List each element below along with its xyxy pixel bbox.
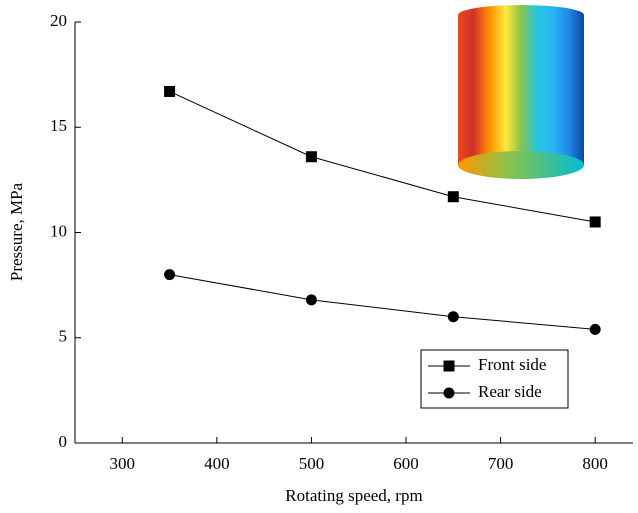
y-axis-label: Pressure, MPa — [7, 182, 26, 281]
inset-image — [458, 5, 584, 179]
marker — [448, 311, 459, 322]
marker — [306, 151, 317, 162]
marker — [306, 294, 317, 305]
x-tick-label: 600 — [393, 454, 419, 473]
x-tick-label: 300 — [110, 454, 136, 473]
x-tick-label: 400 — [204, 454, 230, 473]
chart: Rotating speed, rpm Pressure, MPa 0 5 10 15… — [0, 0, 638, 513]
y-tick-label: 10 — [50, 221, 67, 240]
y-tick-label: 15 — [50, 116, 67, 135]
y-tick-label: 5 — [59, 327, 68, 346]
marker — [164, 269, 175, 280]
x-tick-label: 500 — [299, 454, 325, 473]
series-line — [170, 275, 596, 330]
legend-label: Rear side — [478, 382, 542, 401]
marker — [590, 324, 601, 335]
legend-marker — [444, 388, 455, 399]
marker — [448, 191, 459, 202]
marker — [590, 216, 601, 227]
marker — [164, 86, 175, 97]
legend-label: Front side — [478, 355, 546, 374]
x-tick-label: 700 — [488, 454, 514, 473]
y-tick-label: 20 — [50, 11, 67, 30]
legend-marker — [444, 361, 455, 372]
y-tick-label: 0 — [59, 432, 68, 451]
x-tick-label: 800 — [582, 454, 608, 473]
x-axis-label: Rotating speed, rpm — [285, 486, 422, 505]
